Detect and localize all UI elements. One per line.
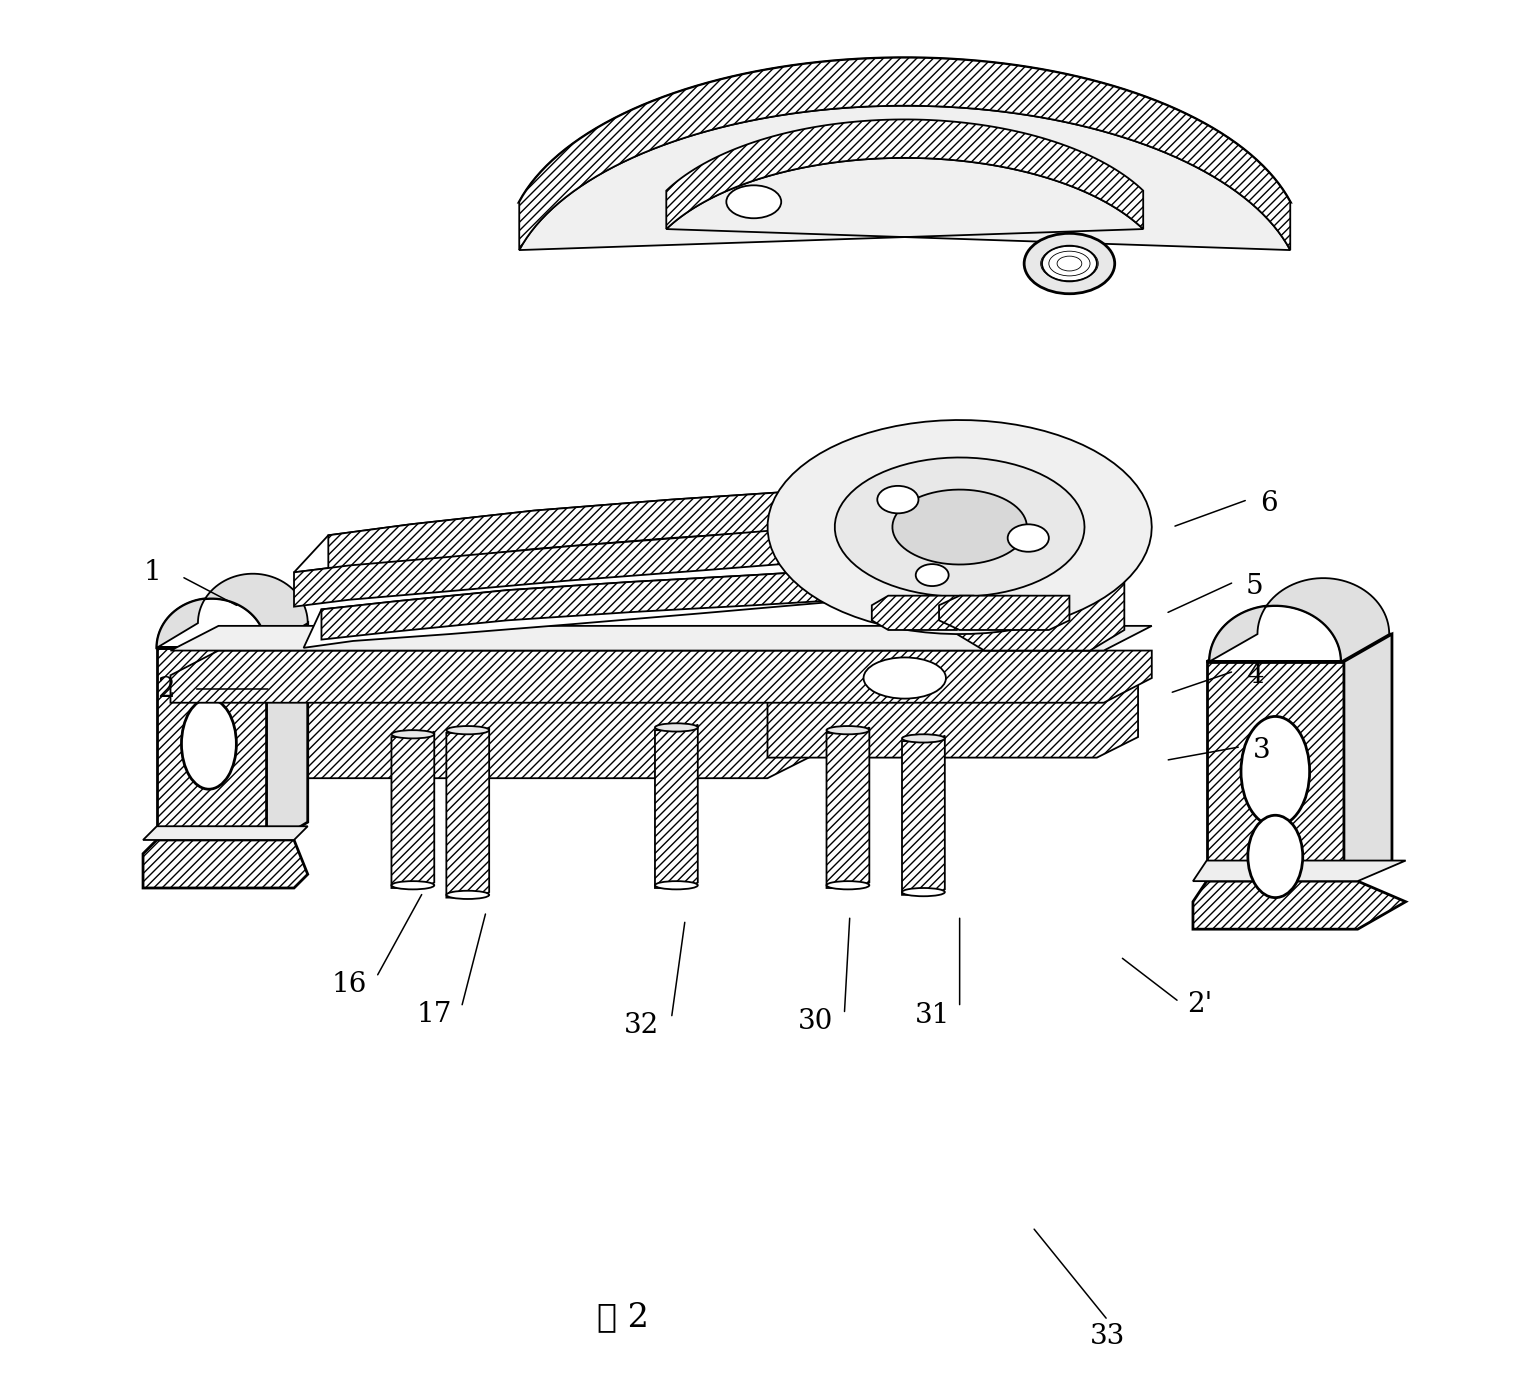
- Polygon shape: [768, 675, 1137, 758]
- Ellipse shape: [864, 657, 946, 699]
- Text: 2': 2': [1187, 991, 1213, 1018]
- Ellipse shape: [181, 699, 236, 790]
- Text: 5: 5: [1246, 573, 1263, 599]
- Polygon shape: [950, 565, 1124, 650]
- Ellipse shape: [1007, 524, 1048, 551]
- Polygon shape: [768, 655, 1137, 675]
- Polygon shape: [768, 420, 1151, 634]
- Ellipse shape: [655, 881, 698, 889]
- Ellipse shape: [878, 486, 918, 514]
- Text: 4: 4: [1246, 661, 1263, 689]
- Ellipse shape: [1240, 717, 1309, 827]
- Polygon shape: [1207, 661, 1345, 887]
- Polygon shape: [170, 626, 1151, 650]
- Polygon shape: [903, 736, 946, 894]
- Polygon shape: [519, 106, 1291, 249]
- Polygon shape: [950, 544, 1124, 565]
- Text: 图 2: 图 2: [597, 1302, 649, 1334]
- Polygon shape: [295, 481, 995, 572]
- Polygon shape: [1207, 605, 1345, 661]
- Polygon shape: [304, 565, 953, 648]
- Text: 3: 3: [1253, 737, 1271, 765]
- Polygon shape: [1210, 579, 1389, 661]
- Polygon shape: [1193, 881, 1406, 929]
- Polygon shape: [143, 827, 307, 841]
- Ellipse shape: [826, 726, 869, 734]
- Polygon shape: [391, 732, 434, 887]
- Polygon shape: [1207, 634, 1392, 661]
- Polygon shape: [157, 573, 307, 648]
- Ellipse shape: [447, 890, 490, 898]
- Ellipse shape: [903, 887, 946, 896]
- Ellipse shape: [826, 881, 869, 889]
- Ellipse shape: [447, 726, 490, 734]
- Polygon shape: [447, 728, 490, 897]
- Polygon shape: [666, 120, 1144, 229]
- Ellipse shape: [1248, 816, 1303, 897]
- Ellipse shape: [903, 734, 946, 743]
- Text: 2: 2: [158, 675, 175, 703]
- Text: 33: 33: [1090, 1323, 1125, 1350]
- Polygon shape: [295, 511, 995, 606]
- Ellipse shape: [726, 185, 781, 218]
- Ellipse shape: [655, 723, 698, 732]
- Polygon shape: [157, 598, 267, 648]
- Polygon shape: [328, 481, 987, 573]
- Polygon shape: [519, 58, 1291, 249]
- Text: 16: 16: [332, 970, 367, 998]
- Polygon shape: [939, 595, 1070, 630]
- Text: 6: 6: [1260, 491, 1277, 517]
- Polygon shape: [1193, 860, 1406, 881]
- Polygon shape: [157, 623, 307, 648]
- Ellipse shape: [1042, 245, 1098, 281]
- Ellipse shape: [916, 564, 949, 586]
- Polygon shape: [170, 650, 1151, 703]
- Text: 17: 17: [416, 1000, 451, 1028]
- Polygon shape: [143, 841, 307, 887]
- Polygon shape: [198, 689, 809, 779]
- Polygon shape: [198, 668, 809, 689]
- Polygon shape: [655, 725, 698, 887]
- Polygon shape: [892, 489, 1027, 565]
- Polygon shape: [157, 648, 267, 847]
- Polygon shape: [321, 565, 946, 639]
- Ellipse shape: [391, 881, 434, 889]
- Polygon shape: [267, 623, 307, 847]
- Text: 32: 32: [623, 1011, 659, 1039]
- Polygon shape: [826, 728, 869, 887]
- Polygon shape: [519, 58, 1291, 203]
- Ellipse shape: [1024, 233, 1114, 294]
- Text: 1: 1: [144, 559, 161, 586]
- Polygon shape: [872, 595, 973, 630]
- Polygon shape: [1345, 634, 1392, 887]
- Text: 30: 30: [798, 1007, 834, 1035]
- Ellipse shape: [391, 730, 434, 739]
- Polygon shape: [835, 457, 1085, 597]
- Text: 31: 31: [915, 1002, 950, 1029]
